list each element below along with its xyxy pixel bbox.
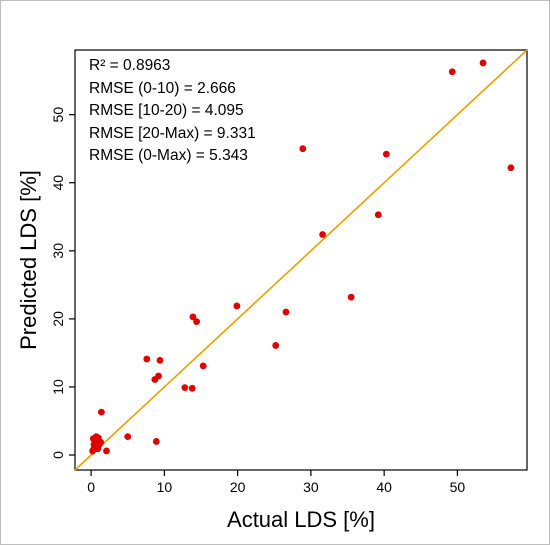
data-point	[189, 313, 197, 321]
one-to-one-line	[74, 49, 528, 471]
data-point	[374, 211, 382, 219]
data-point	[299, 145, 307, 153]
data-point	[156, 357, 164, 364]
data-point	[507, 164, 515, 172]
data-point	[97, 408, 105, 416]
y-tick-label: 50	[50, 107, 66, 123]
y-tick-label: 40	[50, 175, 66, 191]
data-point	[193, 318, 201, 326]
data-point	[90, 441, 98, 449]
rmse-20-max-label: RMSE [20-Max) = 9.331	[89, 125, 256, 142]
x-tick-label: 0	[87, 479, 95, 495]
x-tick-label: 50	[450, 479, 466, 495]
x-axis-title: Actual LDS [%]	[227, 507, 375, 532]
data-point	[181, 384, 189, 392]
data-point	[272, 342, 280, 349]
rmse-10-20-label: RMSE [10-20) = 4.095	[89, 102, 244, 119]
rmse-0-10-label: RMSE (0-10) = 2.666	[89, 80, 236, 97]
data-point	[124, 433, 132, 441]
data-point	[155, 372, 162, 380]
x-tick-label: 30	[303, 479, 319, 495]
data-point	[188, 384, 196, 392]
statistics-annotation: R² = 0.8963 RMSE (0-10) = 2.666 RMSE [10…	[89, 57, 256, 164]
data-point	[479, 59, 487, 67]
data-point	[199, 362, 207, 370]
data-point	[448, 68, 456, 76]
y-axis-title: Predicted LDS [%]	[16, 170, 41, 350]
y-tick-label: 0	[50, 451, 66, 459]
x-tick-label: 40	[376, 479, 392, 495]
data-point	[103, 447, 110, 455]
x-tick-label: 10	[157, 479, 173, 495]
reference-line-layer	[74, 49, 528, 471]
x-tick-label: 20	[230, 479, 246, 495]
data-point	[233, 302, 241, 310]
data-point	[382, 150, 390, 158]
r-squared-label: R² = 0.8963	[89, 57, 170, 74]
y-tick-label: 20	[50, 311, 66, 327]
data-point	[143, 355, 151, 363]
data-points	[89, 59, 515, 455]
x-axis: 0 10 20 30 40 50	[87, 470, 465, 495]
plot-area-border	[74, 49, 528, 471]
data-point	[152, 438, 160, 445]
data-point	[282, 308, 290, 316]
y-tick-label: 30	[50, 243, 66, 259]
y-tick-label: 10	[50, 379, 66, 395]
y-axis: 0 10 20 30 40 50	[50, 107, 75, 459]
data-point	[97, 438, 105, 446]
data-point	[319, 231, 327, 238]
rmse-0-max-label: RMSE (0-Max) = 5.343	[89, 147, 248, 164]
data-point	[347, 293, 355, 301]
